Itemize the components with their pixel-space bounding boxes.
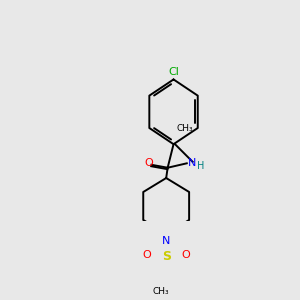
Text: CH₃: CH₃	[177, 124, 193, 133]
Text: N: N	[162, 236, 170, 246]
Text: H: H	[197, 160, 205, 170]
Text: O: O	[143, 250, 152, 260]
Text: S: S	[162, 250, 171, 262]
Text: O: O	[144, 158, 153, 168]
Text: N: N	[188, 158, 196, 168]
Text: CH₃: CH₃	[152, 287, 169, 296]
Text: O: O	[181, 250, 190, 260]
Text: Cl: Cl	[168, 67, 179, 77]
